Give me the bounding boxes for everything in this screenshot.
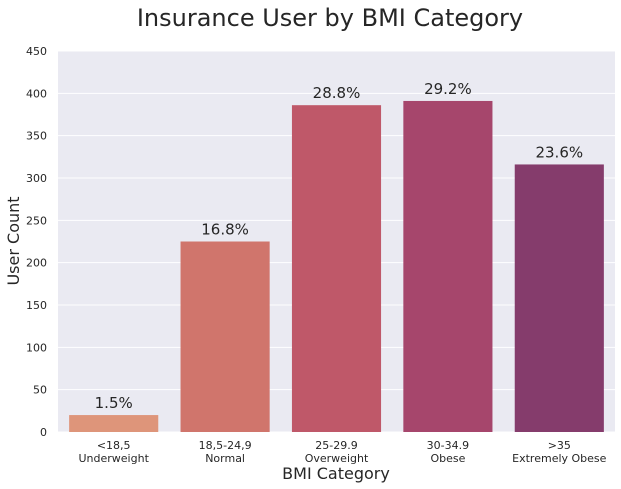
y-tick-label: 0 [40, 426, 47, 439]
y-tick-label: 100 [26, 341, 47, 354]
x-tick-label-line: <18,5 [97, 439, 131, 452]
x-axis-label: BMI Category [282, 464, 390, 483]
bar [291, 105, 382, 432]
x-tick-label-line: Underweight [79, 452, 150, 465]
x-tick-label-line: 30-34.9 [427, 439, 469, 452]
bar [180, 241, 270, 432]
x-tick-label: 30-34.9 Obese [427, 439, 469, 465]
y-tick-label: 400 [26, 87, 47, 100]
data-label: 23.6% [535, 143, 583, 161]
bar [403, 100, 493, 432]
data-label: 16.8% [201, 221, 249, 239]
y-tick-label: 200 [26, 257, 47, 270]
x-tick-label-line: Obese [430, 452, 465, 465]
data-label: 29.2% [424, 80, 472, 98]
x-tick-label-line: Normal [205, 452, 245, 465]
y-tick-label: 300 [26, 172, 47, 185]
x-tick-label: 25-29.9 Overweight [305, 439, 369, 465]
x-axis-ticks: <18,5 Underweight 18,5-24,9 Normal 25-29.9 Ov… [79, 439, 607, 465]
x-tick-label-line: Extremely Obese [512, 452, 607, 465]
x-tick-label: <18,5 Underweight [79, 439, 150, 465]
y-tick-label: 350 [26, 130, 47, 143]
y-tick-label: 50 [33, 384, 47, 397]
y-axis-label: User Count [4, 196, 23, 285]
x-tick-label-line: 25-29.9 [315, 439, 357, 452]
x-tick-label-line: >35 [548, 439, 571, 452]
x-tick-label-line: Overweight [305, 452, 369, 465]
x-tick-label: >35 Extremely Obese [512, 439, 607, 465]
y-tick-label: 150 [26, 299, 47, 312]
bars [69, 100, 604, 432]
x-tick-label-line: 18,5-24,9 [199, 439, 252, 452]
y-tick-label: 250 [26, 214, 47, 227]
data-label: 28.8% [313, 84, 361, 102]
data-labels: 1.5% 16.8% 28.8% 29.2% 23.6% [95, 80, 583, 412]
data-label: 1.5% [95, 394, 133, 412]
y-axis-ticks: 0 50 100 150 200 250 300 350 400 450 [26, 45, 47, 439]
chart-title: Insurance User by BMI Category [137, 4, 523, 32]
bar [514, 164, 604, 432]
bar [69, 415, 159, 432]
y-tick-label: 450 [26, 45, 47, 58]
x-tick-label: 18,5-24,9 Normal [199, 439, 252, 465]
